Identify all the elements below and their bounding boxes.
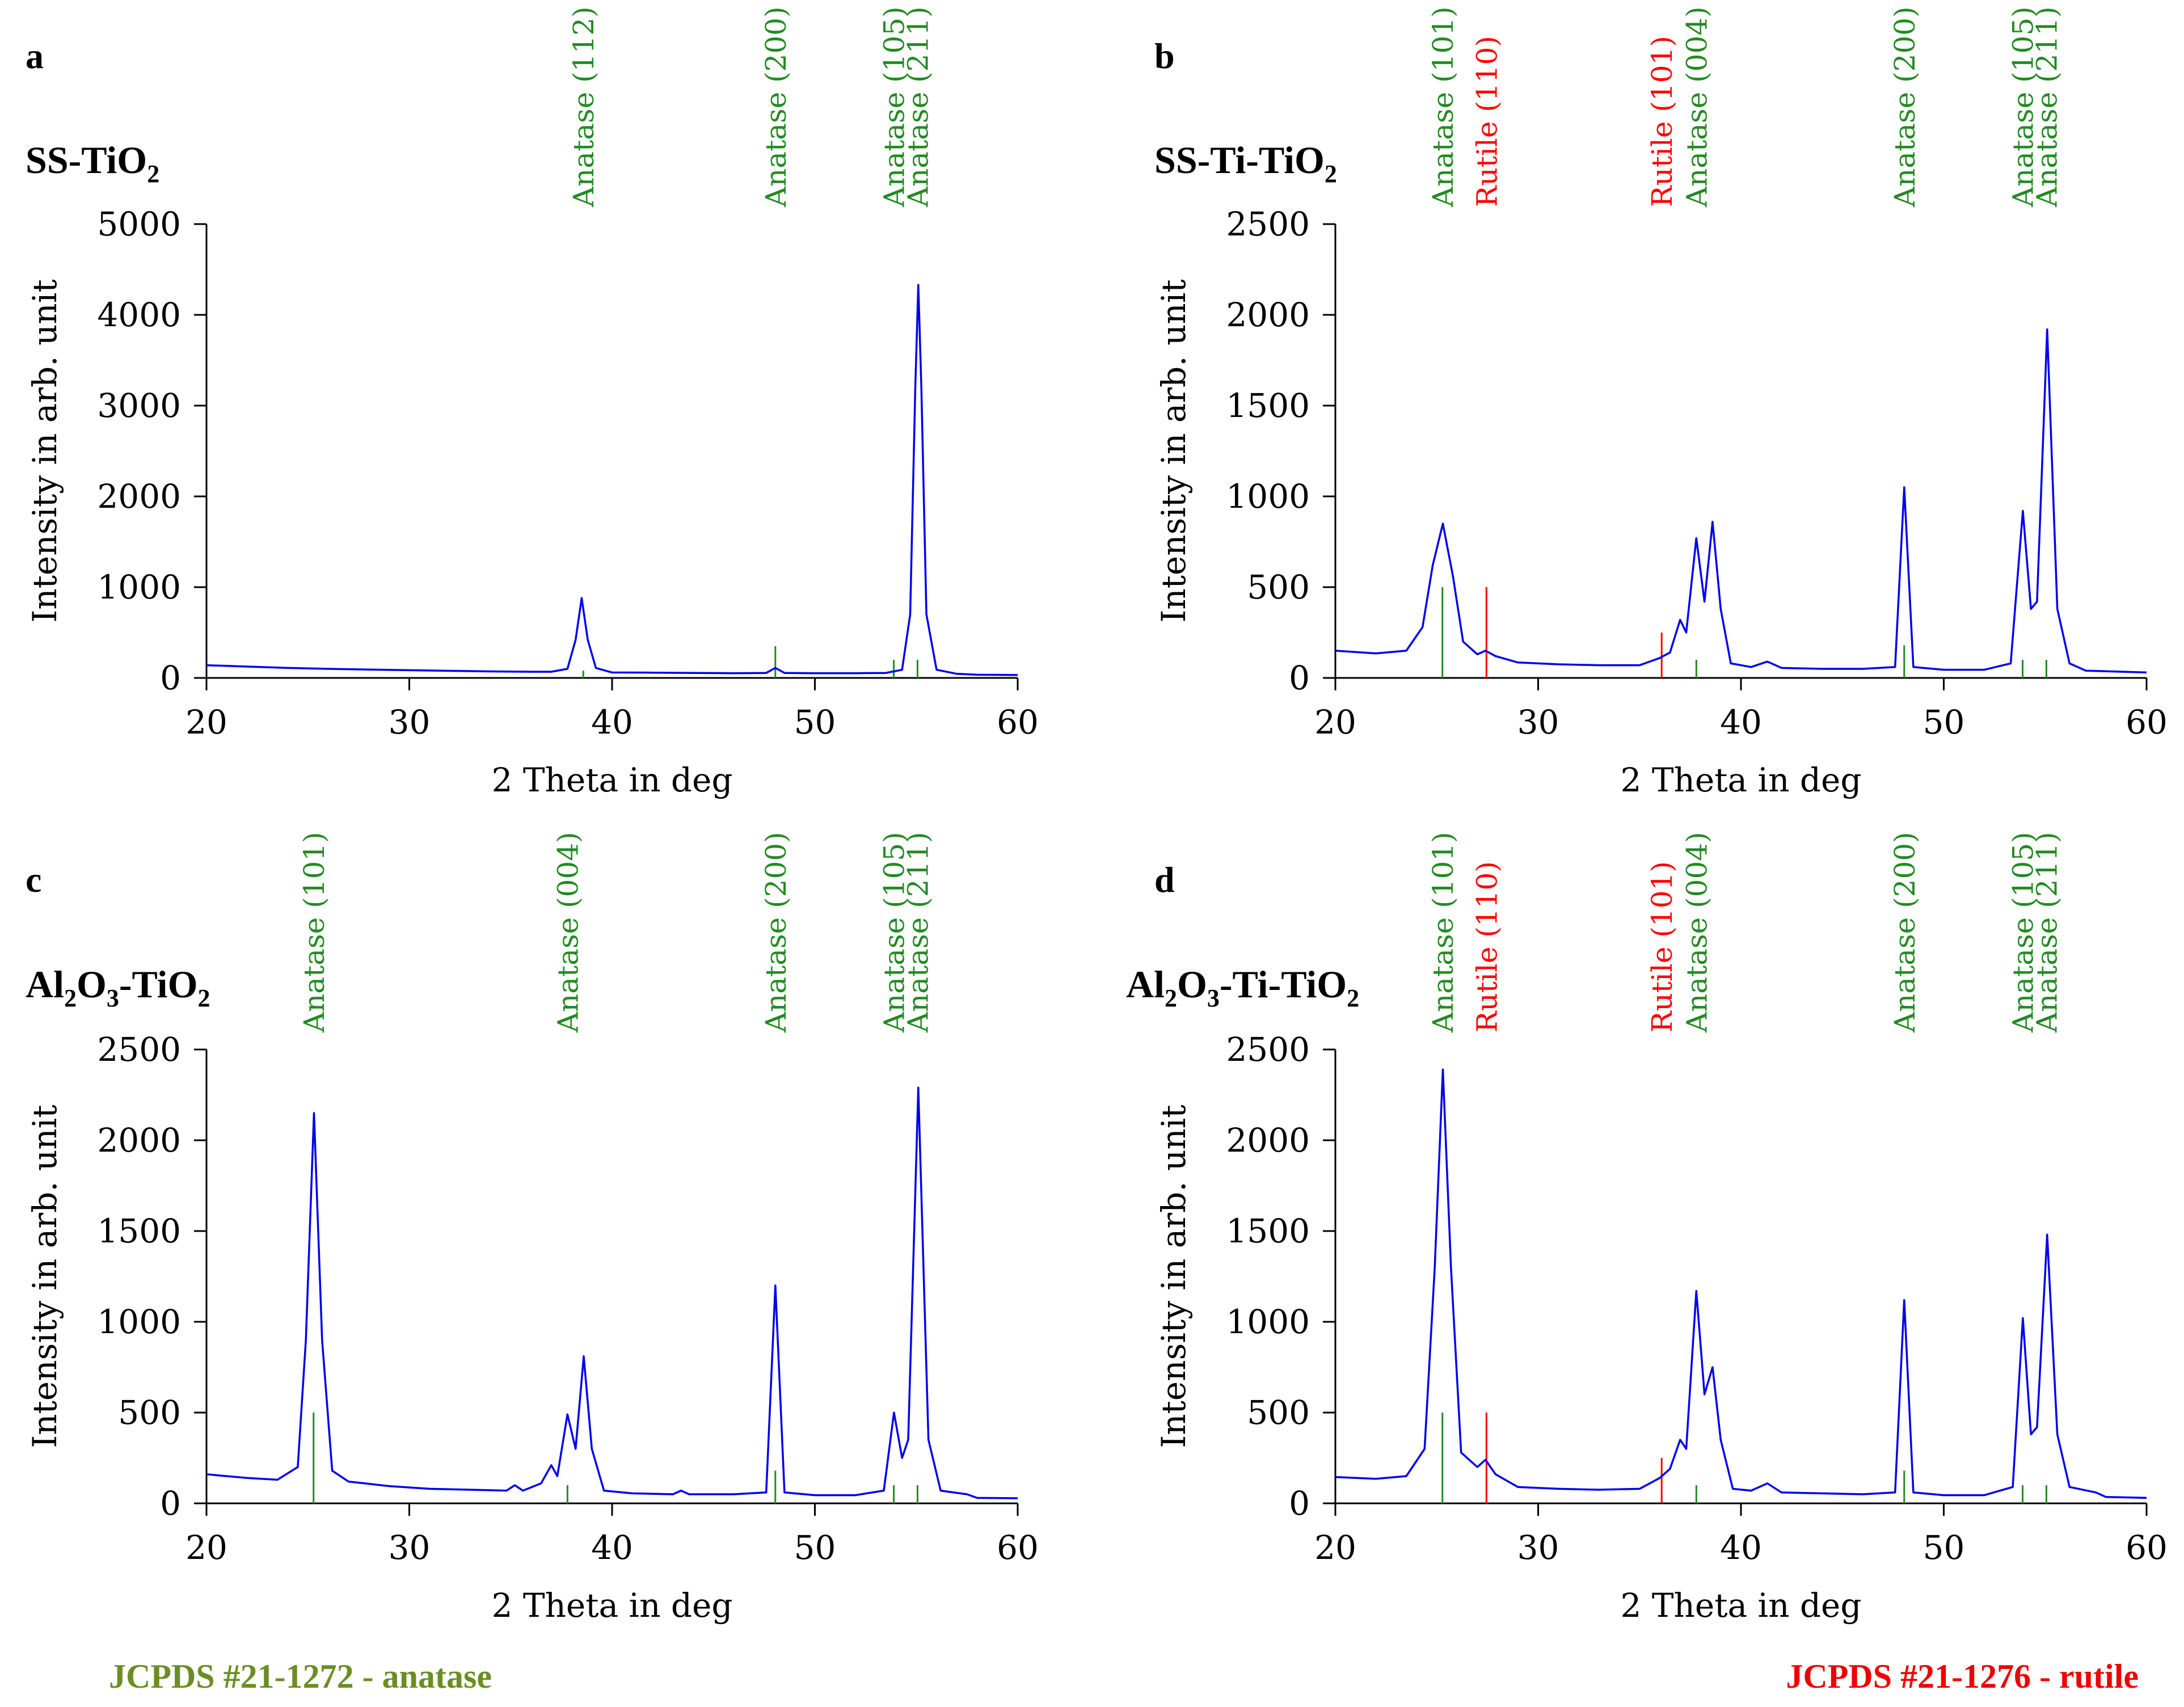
x-tick-label: 20 <box>1314 1528 1356 1567</box>
y-tick-label: 5000 <box>97 205 181 243</box>
anatase-reference-label: Anatase (211) <box>2030 832 2063 1033</box>
x-tick-label: 60 <box>997 1528 1039 1567</box>
anatase-reference-label: Anatase (101) <box>1427 6 1460 208</box>
x-tick-label: 30 <box>389 1528 431 1567</box>
x-tick-label: 30 <box>1517 703 1559 741</box>
anatase-reference-label: Anatase (105) <box>878 832 911 1033</box>
xrd-curve <box>1335 328 2147 674</box>
x-tick-label: 50 <box>1923 1528 1965 1567</box>
anatase-reference-label: Anatase (211) <box>2030 6 2063 208</box>
xrd-panel-a: a SS-TiO2 0 1000 2000 3000 4000 5000 20 30 40 50 60 2… <box>26 6 1039 799</box>
x-tick-label: 40 <box>591 703 633 741</box>
y-tick-label: 2000 <box>97 1121 181 1160</box>
y-tick-label: 2000 <box>1226 1121 1310 1160</box>
x-tick-label: 40 <box>591 1528 633 1567</box>
x-tick-label: 40 <box>1720 1528 1762 1567</box>
x-tick-label: 20 <box>185 703 227 741</box>
x-tick-label: 50 <box>794 703 836 741</box>
y-tick-label: 0 <box>160 1484 181 1523</box>
y-axis-label: Intensity in arb. unit <box>1154 1105 1193 1448</box>
y-tick-label: 500 <box>1247 568 1310 606</box>
panel-letter: c <box>26 859 41 900</box>
sample-title: SS-TiO2 <box>26 138 159 188</box>
anatase-reference-label: Anatase (200) <box>1888 832 1921 1033</box>
y-tick-label: 2000 <box>1226 296 1310 334</box>
y-tick-label: 0 <box>1289 659 1310 697</box>
y-tick-label: 2500 <box>97 1030 181 1069</box>
panel-letter: b <box>1154 36 1175 76</box>
x-axis-label: 2 Theta in deg <box>492 761 733 799</box>
y-axis-label: Intensity in arb. unit <box>1154 279 1193 622</box>
x-tick-label: 30 <box>389 703 431 741</box>
y-tick-label: 1500 <box>1226 386 1310 425</box>
y-tick-label: 2500 <box>1226 205 1310 243</box>
x-axis-label: 2 Theta in deg <box>492 1586 733 1625</box>
panel-letter: d <box>1154 859 1175 900</box>
y-tick-label: 1000 <box>97 1303 181 1341</box>
x-tick-label: 40 <box>1720 703 1762 741</box>
rutile-reference-label: Rutile (101) <box>1646 36 1679 207</box>
y-tick-label: 500 <box>118 1393 181 1432</box>
x-axis-label: 2 Theta in deg <box>1621 1586 1862 1625</box>
anatase-reference-label: Anatase (101) <box>1427 832 1460 1033</box>
anatase-reference-label: Anatase (004) <box>1680 6 1713 208</box>
anatase-reference-label: Anatase (200) <box>1888 6 1921 208</box>
rutile-reference-note: JCPDS #21-1276 - rutile <box>1786 1658 2139 1695</box>
rutile-reference-label: Rutile (110) <box>1470 861 1503 1032</box>
x-tick-label: 60 <box>2126 1528 2168 1567</box>
x-tick-label: 60 <box>2126 703 2168 741</box>
rutile-reference-label: Rutile (110) <box>1470 36 1503 207</box>
anatase-reference-label: Anatase (101) <box>298 832 331 1033</box>
anatase-reference-label: Anatase (200) <box>760 6 792 208</box>
anatase-reference-label: Anatase (200) <box>760 832 792 1033</box>
sample-title: Al2O3-Ti-TiO2 <box>1126 963 1359 1012</box>
anatase-reference-label: Anatase (211) <box>901 832 934 1033</box>
panel-letter: a <box>26 36 44 76</box>
anatase-reference-label: Anatase (105) <box>878 6 911 208</box>
x-tick-label: 20 <box>1314 703 1356 741</box>
x-axis-label: 2 Theta in deg <box>1621 761 1862 799</box>
y-tick-label: 4000 <box>97 296 181 334</box>
xrd-panel-b: b SS-Ti-TiO2 0 500 1000 1500 2000 2500 20 30 40 50 6… <box>1154 6 2168 799</box>
rutile-reference-label: Rutile (101) <box>1646 861 1679 1032</box>
y-tick-label: 1000 <box>97 568 181 606</box>
xrd-panel-c: c Al2O3-TiO2 0 500 1000 1500 2000 2500 20 30 40 50 6… <box>26 832 1039 1625</box>
x-tick-label: 50 <box>794 1528 836 1567</box>
anatase-reference-label: Anatase (004) <box>551 832 584 1033</box>
x-tick-label: 50 <box>1923 703 1965 741</box>
y-tick-label: 0 <box>1289 1484 1310 1523</box>
y-tick-label: 3000 <box>97 386 181 425</box>
y-tick-label: 2500 <box>1226 1030 1310 1069</box>
anatase-reference-label: Anatase (105) <box>2007 6 2040 208</box>
y-tick-label: 1000 <box>1226 1303 1310 1341</box>
y-axis-label: Intensity in arb. unit <box>26 279 64 622</box>
xrd-curve <box>206 284 1018 676</box>
anatase-reference-label: Anatase (112) <box>567 6 600 208</box>
sample-title: SS-Ti-TiO2 <box>1154 138 1337 188</box>
y-tick-label: 1500 <box>97 1212 181 1250</box>
anatase-reference-label: Anatase (211) <box>901 6 934 208</box>
y-tick-label: 500 <box>1247 1393 1310 1432</box>
anatase-reference-label: Anatase (105) <box>2007 832 2040 1033</box>
anatase-reference-label: Anatase (004) <box>1680 832 1713 1033</box>
anatase-reference-note: JCPDS #21-1272 - anatase <box>109 1658 492 1695</box>
xrd-panel-d: d Al2O3-Ti-TiO2 0 500 1000 1500 2000 2500 20 30 40… <box>1126 832 2168 1625</box>
y-tick-label: 1000 <box>1226 477 1310 516</box>
y-tick-label: 0 <box>160 659 181 697</box>
sample-title: Al2O3-TiO2 <box>26 963 210 1012</box>
y-axis-label: Intensity in arb. unit <box>26 1105 64 1448</box>
x-tick-label: 30 <box>1517 1528 1559 1567</box>
xrd-curve <box>1335 1068 2147 1499</box>
xrd-curve <box>206 1086 1018 1499</box>
y-tick-label: 1500 <box>1226 1212 1310 1250</box>
x-tick-label: 20 <box>185 1528 227 1567</box>
y-tick-label: 2000 <box>97 477 181 516</box>
x-tick-label: 60 <box>997 703 1039 741</box>
